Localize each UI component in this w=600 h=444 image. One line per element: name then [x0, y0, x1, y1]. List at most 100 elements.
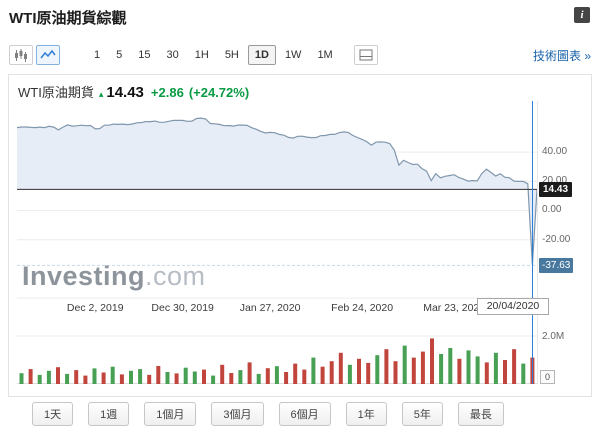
volume-bar [493, 352, 498, 384]
line-chart-type-button[interactable] [36, 45, 60, 65]
investing-watermark: Investing.com [22, 261, 206, 292]
volume-bar [521, 363, 526, 384]
chart-panel: WTI原油期貨 ▴ 14.43 +2.86 (+24.72%) Investin… [8, 74, 592, 397]
x-axis-label: Dec 2, 2019 [66, 302, 124, 314]
price-change-percent: (+24.72%) [188, 85, 250, 100]
date-axis: Dec 2, 2019 Dec 30, 2019 Jan 27, 2020 Feb 2… [17, 302, 537, 316]
volume-bar [138, 369, 143, 384]
volume-bar [229, 373, 234, 384]
range-button-1[interactable]: 1天 [32, 402, 74, 426]
last-price-axis-tag: 14.43 [539, 182, 573, 198]
panel-layout-icon [359, 49, 373, 61]
volume-bar [147, 374, 152, 384]
technical-chart-link[interactable]: 技術圖表 » [532, 48, 591, 63]
x-axis-label: Jan 27, 2020 [239, 302, 301, 314]
chart-header: WTI原油期貨 ▴ 14.43 +2.86 (+24.72%) [18, 82, 254, 101]
x-axis-label: Dec 30, 2019 [151, 302, 214, 314]
volume-bar [247, 362, 252, 384]
candlestick-icon [15, 48, 27, 62]
volume-bar [512, 349, 517, 384]
volume-bar [183, 367, 188, 384]
info-icon[interactable]: i [574, 7, 590, 23]
volume-bar [129, 370, 133, 384]
price-area [17, 118, 537, 266]
volume-bar [302, 369, 307, 384]
volume-bar [37, 374, 42, 384]
volume-bar [329, 361, 334, 384]
interval-5[interactable]: 5 [116, 49, 123, 61]
range-button-2[interactable]: 1週 [88, 402, 130, 426]
y-axis-label: 0.00 [542, 204, 562, 216]
volume-bar [101, 372, 106, 384]
chart-panel-layout-button[interactable] [353, 45, 378, 65]
instrument-name: WTI原油期貨 [18, 85, 94, 100]
interval-selector: 1 5 15 30 1H 5H 1D 1W 1M [87, 45, 342, 65]
volume-bar [393, 361, 398, 384]
volume-bar [265, 368, 270, 384]
y-axis-label: 40.00 [542, 146, 568, 158]
volume-bar [503, 360, 507, 384]
price-change: +2.86 [150, 85, 184, 100]
interval-1[interactable]: 1 [94, 49, 101, 61]
interval-1h[interactable]: 1H [194, 49, 209, 61]
volume-bar [56, 367, 60, 384]
volume-bar [338, 352, 343, 384]
volume-bar [384, 349, 389, 384]
volume-bar [165, 372, 170, 384]
range-button-3[interactable]: 1個月 [144, 402, 197, 426]
volume-zero-axis-label: 0 [540, 370, 556, 384]
volume-bar [466, 350, 471, 384]
interval-1d[interactable]: 1D [247, 45, 276, 65]
volume-bar [74, 370, 79, 384]
volume-chart[interactable] [17, 326, 537, 384]
volume-bar [366, 362, 371, 384]
volume-bar [256, 373, 261, 384]
interval-15[interactable]: 15 [138, 49, 151, 61]
volume-bar [28, 369, 33, 384]
volume-bar [92, 368, 97, 384]
volume-bar [211, 375, 216, 384]
time-range-buttons: 1天 1週 1個月 3個月 6個月 1年 5年 最長 [32, 402, 504, 426]
watermark-light: .com [145, 261, 206, 291]
interval-1w[interactable]: 1W [284, 49, 302, 61]
volume-bar [220, 364, 225, 384]
page-title: WTI原油期貨綜觀 [9, 10, 127, 27]
volume-bar [110, 366, 115, 384]
watermark-bold: Investing [22, 261, 146, 291]
volume-bar [311, 357, 316, 384]
range-button-8[interactable]: 最長 [457, 402, 504, 426]
interval-1m[interactable]: 1M [317, 49, 333, 61]
last-price: 14.43 [106, 84, 144, 101]
volume-bar [19, 373, 24, 384]
volume-bar [65, 373, 70, 384]
range-button-5[interactable]: 6個月 [278, 402, 331, 426]
range-button-4[interactable]: 3個月 [211, 402, 264, 426]
volume-bar [439, 354, 444, 384]
volume-bar [156, 366, 161, 384]
volume-bar [119, 374, 124, 384]
volume-bar [475, 356, 480, 384]
interval-30[interactable]: 30 [166, 49, 179, 61]
volume-bar [46, 370, 51, 384]
volume-bar [402, 345, 407, 384]
up-arrow-icon: ▴ [98, 89, 104, 99]
range-button-7[interactable]: 5年 [401, 402, 443, 426]
volume-bar [357, 358, 361, 384]
volume-bar [411, 357, 416, 384]
volume-bar [192, 371, 197, 384]
candlestick-chart-type-button[interactable] [9, 45, 33, 65]
price-line [17, 117, 537, 266]
y-axis-label: 20.00 [542, 175, 568, 187]
volume-bar [274, 366, 279, 384]
volume-bar [202, 369, 206, 384]
y-axis-label: -20.00 [542, 233, 571, 245]
chart-toolbar: 1 5 15 30 1H 5H 1D 1W 1M 技術圖表 » [9, 44, 591, 66]
low-price-axis-tag: -37.63 [539, 258, 574, 274]
interval-5h[interactable]: 5H [224, 49, 239, 61]
volume-max-axis-label: 2.0M [542, 331, 565, 342]
volume-bar [375, 355, 380, 384]
range-button-6[interactable]: 1年 [345, 402, 387, 426]
volume-bar [320, 366, 325, 384]
volume-bar [457, 358, 462, 384]
price-chart[interactable] [17, 101, 537, 301]
